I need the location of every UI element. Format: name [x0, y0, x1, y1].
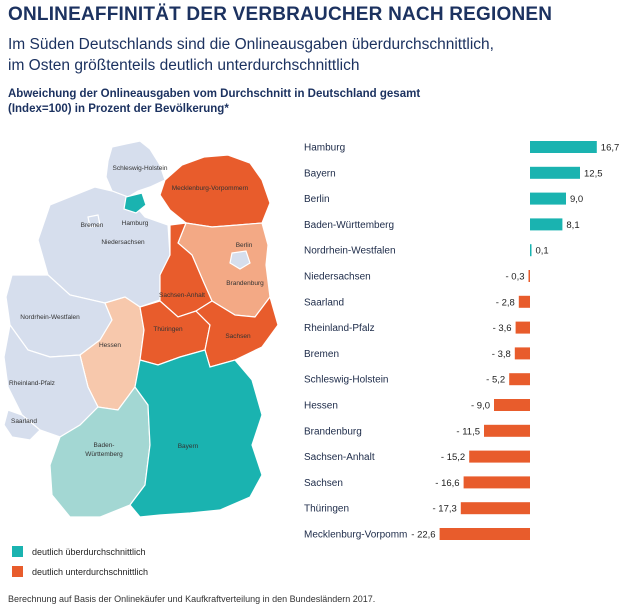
category-label: Nordrhein-Westfalen — [304, 246, 396, 257]
category-label: Saarland — [304, 297, 344, 308]
bar — [530, 166, 580, 179]
bar — [515, 321, 530, 334]
data-label: - 0,3 — [505, 272, 524, 283]
map-region-schleswig-holstein — [105, 140, 166, 198]
data-label: - 11,5 — [456, 426, 480, 437]
bar — [463, 476, 530, 489]
category-label: Niedersachsen — [304, 272, 371, 283]
bar — [509, 373, 530, 386]
category-label: Baden-Württemberg — [304, 220, 394, 231]
map-label-rheinland-pfalz: Rheinland-Pfalz — [9, 380, 55, 387]
map-label-saarland: Saarland — [11, 418, 37, 425]
data-label: - 17,3 — [433, 504, 457, 515]
subtitle: Im Süden Deutschlands sind die Onlineaus… — [8, 34, 608, 76]
map-region-bayern — [129, 349, 263, 518]
category-label: Mecklenburg-Vorpomm — [304, 530, 407, 541]
subtitle-line-2: im Osten größtenteils deutlich unterdurc… — [8, 57, 360, 74]
map-label-schleswig-holstein: Schleswig-Holstein — [113, 165, 168, 172]
data-label: - 16,6 — [435, 478, 459, 489]
legend-label-below: deutlich unterdurchschnittlich — [32, 566, 149, 577]
map-region-mecklenburg-vorpommern — [159, 154, 271, 228]
subtitle-line-1: Im Süden Deutschlands sind die Onlineaus… — [8, 36, 494, 53]
map-label-mecklenburg-vorpommern: Mecklenburg-Vorpommern — [172, 185, 249, 192]
page-title: ONLINEAFFINITÄT DER VERBRAUCHER NACH REG… — [8, 4, 553, 25]
data-label: - 3,6 — [493, 323, 512, 334]
category-label: Thüringen — [304, 504, 349, 515]
legend-item-below: deutlich unterdurchschnittlich — [12, 566, 148, 577]
data-label: - 5,2 — [486, 375, 505, 386]
category-label: Bayern — [304, 168, 336, 179]
category-label: Berlin — [304, 194, 330, 205]
data-label: - 9,0 — [471, 401, 490, 412]
bar — [469, 450, 530, 463]
map-region-berlin — [229, 250, 251, 270]
category-label: Schleswig-Holstein — [304, 375, 388, 386]
bar — [518, 295, 530, 308]
legend-swatch-below — [12, 566, 23, 577]
data-label: - 22,6 — [411, 530, 435, 541]
germany-map: Schleswig-Holstein Hamburg Mecklenburg-V… — [3, 140, 279, 518]
category-label: Rheinland-Pfalz — [304, 323, 375, 334]
bar — [494, 399, 530, 411]
map-label-sachsen-anhalt: Sachsen-Anhalt — [159, 292, 205, 299]
map-label-berlin: Berlin — [236, 242, 253, 249]
data-label: - 3,8 — [492, 349, 511, 360]
data-label: - 2,8 — [496, 297, 515, 308]
map-label-thueringen: Thüringen — [153, 326, 183, 333]
data-label: 9,0 — [570, 194, 583, 205]
data-label: 8,1 — [566, 220, 579, 231]
map-label-bremen: Bremen — [81, 222, 104, 229]
map-region-bremen — [87, 214, 101, 228]
map-label-nordrhein-westfalen: Nordrhein-Westfalen — [20, 314, 80, 321]
map-region-saarland — [3, 409, 41, 441]
category-label: Brandenburg — [304, 426, 362, 437]
category-label: Sachsen-Anhalt — [304, 452, 375, 463]
map-region-hamburg — [123, 192, 147, 214]
map-region-sachsen — [195, 295, 279, 368]
map-label-baden-wuerttemberg-1: Baden- — [94, 442, 115, 449]
data-label: 12,5 — [584, 168, 603, 179]
category-label: Sachsen — [304, 478, 343, 489]
bar — [530, 244, 532, 257]
bar — [514, 347, 530, 360]
description-line-1: Abweichung der Onlineausgaben vom Durchs… — [8, 88, 421, 100]
category-label: Hamburg — [304, 143, 345, 154]
footnote: Berechnung auf Basis der Onlinekäufer un… — [8, 594, 376, 604]
legend-item-above: deutlich überdurchschnittlich — [12, 546, 146, 557]
data-label: - 15,2 — [441, 452, 465, 463]
bar — [530, 192, 566, 205]
category-label: Hessen — [304, 401, 338, 412]
legend-swatch-above — [12, 546, 23, 557]
map-label-brandenburg: Brandenburg — [226, 280, 264, 287]
bar — [460, 502, 530, 515]
map-label-hessen: Hessen — [99, 342, 121, 349]
data-label: 16,7 — [601, 143, 620, 154]
chart-description: Abweichung der Onlineausgaben vom Durchs… — [8, 87, 608, 117]
legend-label-above: deutlich überdurchschnittlich — [32, 546, 146, 557]
data-label: 0,1 — [536, 246, 549, 257]
map-label-niedersachsen: Niedersachsen — [101, 239, 145, 246]
map-label-bayern: Bayern — [178, 443, 199, 450]
map-label-sachsen: Sachsen — [225, 333, 251, 340]
bar — [528, 270, 530, 282]
bar — [439, 528, 530, 540]
map-label-hamburg: Hamburg — [122, 220, 149, 227]
bar — [530, 141, 597, 153]
bar — [484, 424, 530, 437]
bar — [530, 218, 563, 231]
description-line-2: (Index=100) in Prozent der Bevölkerung* — [8, 103, 229, 115]
map-label-baden-wuerttemberg-2: Württemberg — [85, 451, 123, 458]
category-label: Bremen — [304, 349, 339, 360]
